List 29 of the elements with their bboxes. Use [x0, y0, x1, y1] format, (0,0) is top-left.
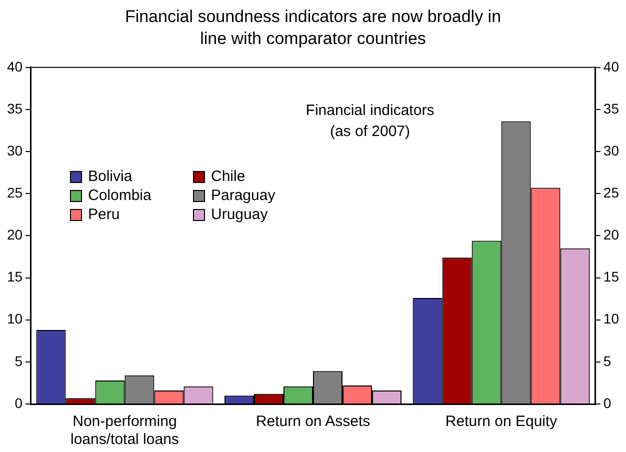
- legend-label: Uruguay: [211, 206, 268, 223]
- y-tick-label: 25: [6, 184, 23, 200]
- y2-tick-label: 30: [603, 142, 620, 158]
- x-tick-label: Non-performing loans/total loans: [70, 413, 179, 448]
- text: Financial indicators (as of 2007): [304, 101, 436, 142]
- legend-label: Chile: [211, 168, 246, 185]
- y-tick-label: 0: [14, 394, 23, 411]
- y-tick-label: 15: [6, 268, 23, 285]
- legend-label: Bolivia: [88, 168, 132, 185]
- y2-tick-label: 20: [603, 226, 620, 243]
- y2-tick-label: 40: [603, 58, 620, 74]
- x-tick-label: Return on Equity: [445, 413, 558, 430]
- y-tick-label: 35: [6, 100, 23, 116]
- y2-tick-label: 5: [603, 352, 612, 369]
- chart-title: Financial soundness indicators are now broadly in line with comparator countries: [124, 6, 502, 50]
- y2-tick-label: 15: [603, 268, 620, 285]
- y-tick-label: 30: [6, 142, 23, 158]
- legend-label: Paraguay: [211, 187, 276, 204]
- y-tick-label: 5: [14, 352, 23, 369]
- y2-tick-label: 10: [603, 310, 620, 327]
- x-tick-label: Return on Assets: [256, 413, 370, 430]
- y2-tick-label: 25: [603, 184, 620, 200]
- y-tick-label: 40: [6, 58, 23, 74]
- y2-tick-label: 0: [603, 394, 612, 411]
- legend-label: Colombia: [88, 187, 152, 204]
- y-tick-label: 10: [6, 310, 23, 327]
- y2-tick-label: 35: [603, 100, 620, 116]
- legend-label: Peru: [88, 206, 120, 223]
- y-tick-label: 20: [6, 226, 23, 243]
